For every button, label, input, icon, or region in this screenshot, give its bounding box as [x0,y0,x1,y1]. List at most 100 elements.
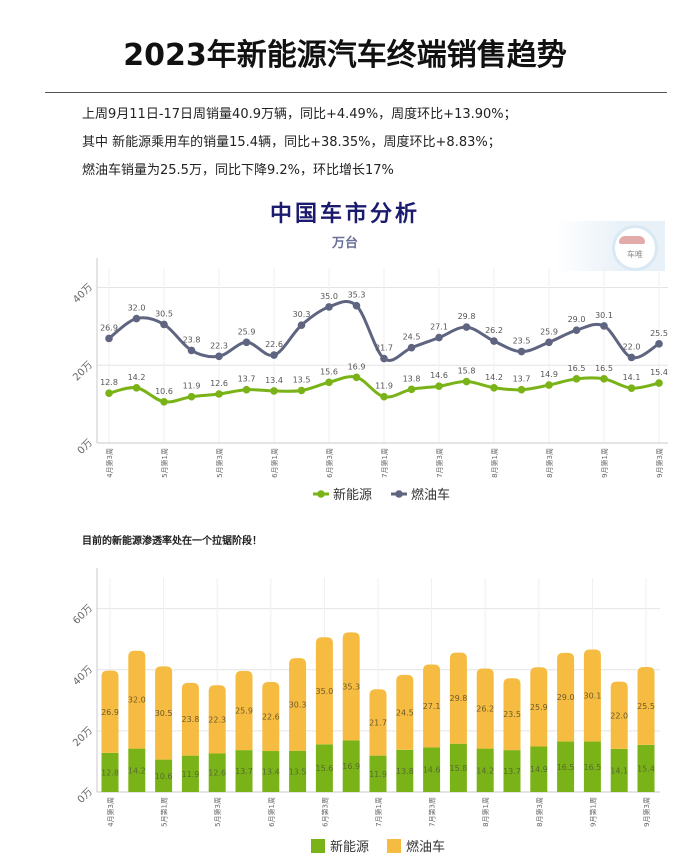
fuel-data-label: 30.3 [293,310,311,319]
fuel-bar [557,652,575,742]
fuel-bar-label: 22.3 [208,715,226,724]
c1-xtick-label: 9月第1周 [600,448,609,478]
summary-line-2: 其中 新能源乘用车的销量15.4辆，同比+38.35%，周度环比+8.83%； [82,135,501,150]
fuel-bar-label: 26.9 [101,708,119,717]
fuel-bar [530,667,548,747]
nev-bar [530,746,548,792]
fuel-data-label: 24.5 [403,333,421,342]
page-title: 2023年新能源汽车终端销售趋势 [123,38,567,73]
nev-bar [128,748,146,792]
nev-point [655,379,663,387]
nev-data-label: 14.6 [430,371,448,380]
fuel-data-label: 29.8 [458,312,476,321]
nev-point [325,378,333,387]
nev-data-label: 14.9 [540,370,558,379]
fuel-bar-label: 26.2 [476,705,494,714]
c2-xtick-label: 9月第3周 [642,797,651,827]
nev-bar-label: 12.6 [208,769,226,778]
fuel-bar [449,652,467,744]
nev-bar-label: 14.2 [476,766,494,775]
fuel-point [325,303,333,311]
nev-point [627,384,636,392]
nev-data-label: 15.8 [458,367,476,376]
fuel-bar-label: 30.5 [155,709,173,718]
c2-ytick-label: 20万 [71,725,95,749]
fuel-bar [342,632,360,741]
c2-xtick-label: 5月第3周 [213,797,222,827]
fuel-point [352,301,361,310]
nev-bar [449,743,467,792]
fuel-bar [610,681,628,749]
fuel-point [655,340,663,348]
fuel-bar [289,658,307,751]
nev-data-label: 12.6 [210,379,228,388]
fuel-bar-label: 30.1 [583,692,601,701]
nev-point [545,381,553,389]
nev-data-label: 12.8 [100,378,118,387]
fuel-bar [128,650,146,749]
fuel-point [517,347,526,356]
c2-xtick-label: 4月第3周 [106,797,115,827]
fuel-bar-label: 35.0 [315,687,333,696]
summary-line-1: 上周9月11日-17日周销量40.9万辆，同比+4.49%，周度环比+13.90… [82,107,517,122]
nev-data-label: 15.6 [320,367,338,376]
nev-point [297,386,306,395]
nev-data-label: 13.8 [403,374,421,383]
fuel-point [242,338,251,347]
c2-xtick-label: 9月第1周 [588,797,597,827]
fuel-data-label: 22.0 [623,342,641,351]
nev-bar-label: 16.9 [342,762,360,771]
fuel-data-label: 30.1 [595,311,613,320]
nev-bar [208,753,226,792]
c2-ytick-label: 60万 [71,603,95,627]
unit-label: 万台 [331,236,358,251]
fuel-bar-label: 23.8 [181,715,199,724]
fuel-point [160,320,168,329]
brand-title: 中国车市分析 [269,201,420,227]
legend-nev-label: 新能源 [333,487,372,503]
c2-xtick-label: 8月第1周 [481,797,490,827]
nev-bar-label: 14.9 [530,765,548,774]
nev-bar-label: 14.1 [610,766,628,775]
fuel-point [105,334,113,343]
c2-xtick-label: 6月第1周 [267,797,276,827]
nev-point [215,390,223,398]
fuel-bar [315,637,333,745]
c2-xtick-label: 8月第3周 [535,797,544,827]
nev-bar-label: 16.5 [583,763,601,772]
nev-bar [235,750,253,792]
nev-point [462,377,471,386]
nev-bar [423,747,441,792]
nev-point [187,392,196,401]
nev-data-label: 10.6 [155,387,173,396]
fuel-data-label: 35.3 [348,291,366,300]
nev-data-label: 16.9 [348,362,366,371]
c1-xtick-label: 5月第3周 [215,448,224,478]
fuel-bar [583,649,601,742]
nev-data-label: 15.4 [650,368,668,377]
c2-ytick-label: 40万 [71,664,95,688]
fuel-point [407,343,416,352]
fuel-data-label: 22.3 [210,341,228,350]
nev-bar-label: 14.6 [423,766,441,775]
fuel-data-label: 22.6 [265,340,283,349]
nev-point [105,389,113,398]
nev-data-label: 14.2 [485,373,503,382]
nev-data-label: 13.4 [265,376,283,385]
fuel-data-label: 26.2 [485,326,503,335]
nev-bar-label: 16.5 [557,763,575,772]
nev-bar [396,749,414,792]
fuel-bar [637,666,655,745]
nev-point [490,383,498,392]
nev-bar [101,752,119,792]
fuel-point [380,354,388,363]
fuel-data-label: 32.0 [128,304,146,313]
nev-point [132,383,141,392]
nev-bar [369,755,387,792]
fuel-bar [155,666,173,760]
c1-xtick-label: 6月第3周 [325,448,334,478]
c1-xtick-label: 8月第1周 [490,448,499,478]
c1-xtick-label: 5月第1周 [160,448,169,478]
summary-line-3: 燃油车销量为25.5万，同比下降9.2%，环比增长17% [82,163,394,178]
legend2-fuel-swatch [387,839,401,853]
